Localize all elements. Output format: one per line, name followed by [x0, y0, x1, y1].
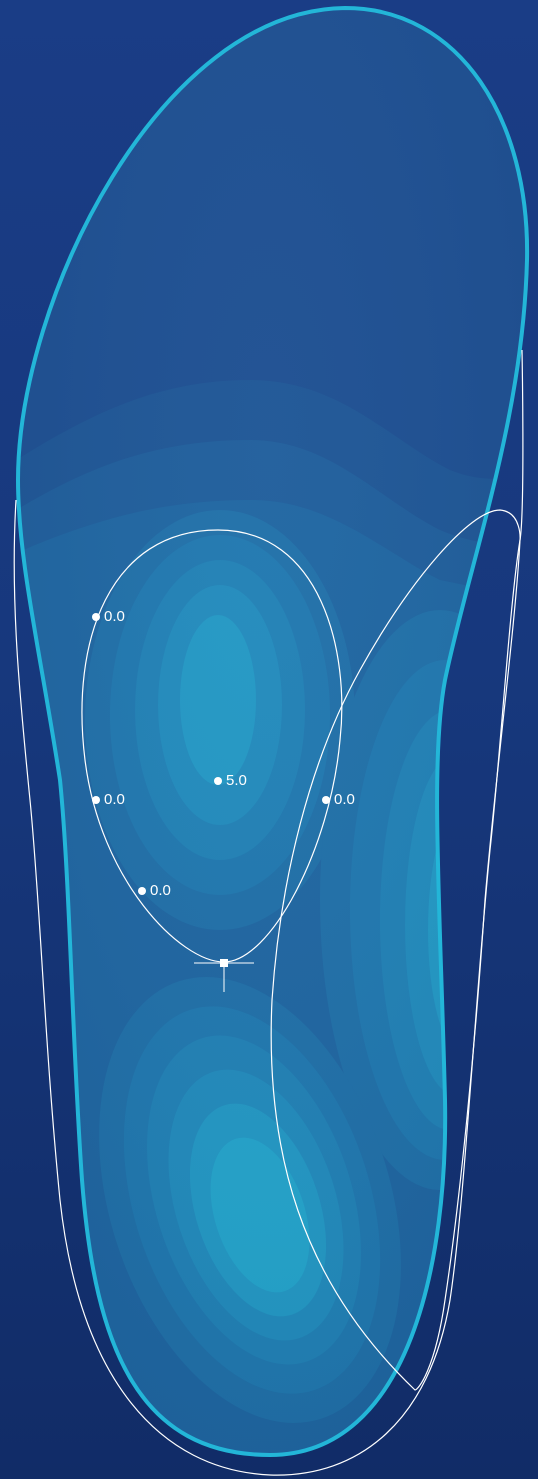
control-point-dot[interactable] [92, 796, 100, 804]
control-point-label: 5.0 [226, 772, 247, 789]
control-point[interactable]: 0.0 [138, 882, 171, 899]
control-point-label: 0.0 [334, 791, 355, 808]
control-point[interactable]: 0.0 [92, 791, 125, 808]
control-point[interactable]: 0.0 [322, 791, 355, 808]
control-point[interactable]: 5.0 [214, 772, 247, 789]
square-anchor-handle[interactable] [194, 959, 254, 992]
control-point[interactable]: 0.0 [92, 608, 125, 625]
control-point-label: 0.0 [104, 608, 125, 625]
control-point-label: 0.0 [104, 791, 125, 808]
control-point-dot[interactable] [138, 887, 146, 895]
lateral-wedge-curve[interactable] [270, 509, 521, 1391]
insole-outline[interactable] [15, 5, 530, 1458]
outer-boundary-curve[interactable] [13, 349, 524, 1476]
control-point-label: 0.0 [150, 882, 171, 899]
metatarsal-pad-curve[interactable] [81, 529, 343, 963]
control-point-dot[interactable] [214, 777, 222, 785]
control-point-dot[interactable] [322, 796, 330, 804]
control-point-dot[interactable] [92, 613, 100, 621]
